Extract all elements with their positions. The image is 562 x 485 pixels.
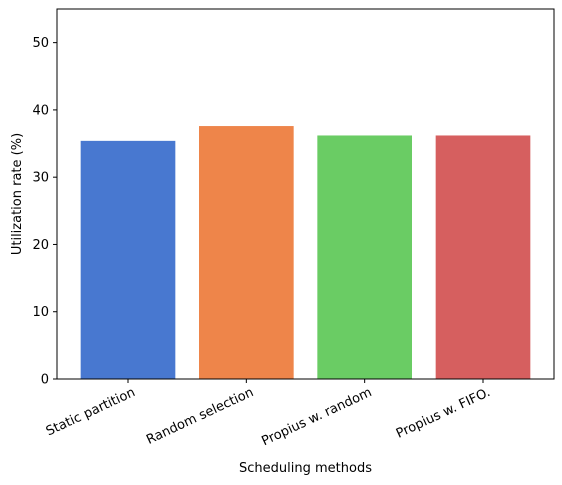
- x-tick-label: Random selection: [144, 385, 256, 448]
- y-tick-label: 20: [32, 238, 49, 253]
- x-tick-label: Static partition: [44, 385, 138, 439]
- y-tick-label: 30: [32, 171, 49, 186]
- bar-propius-w-fifo: [435, 135, 531, 379]
- x-axis-title: Scheduling methods: [239, 461, 372, 476]
- bar-random-selection: [199, 126, 294, 380]
- bar-static-partition: [80, 140, 176, 379]
- plot-frame: [56, 8, 555, 380]
- y-tick-label: 50: [32, 36, 49, 51]
- y-tick-label: 40: [32, 103, 49, 118]
- y-tick-label: 0: [41, 373, 49, 388]
- y-tick-label: 10: [32, 305, 49, 320]
- bars-group: [80, 126, 531, 380]
- x-tick-label: Propius w. FIFO.: [394, 385, 493, 442]
- x-tick-label: Propius w. random: [259, 385, 374, 449]
- y-axis-title: Utilization rate (%): [10, 133, 25, 255]
- x-axis-ticks: Static partition Random selection Propius …: [44, 379, 493, 449]
- bar-propius-w-random: [317, 135, 412, 379]
- y-axis-ticks: 0 10 20 30 40 50: [32, 36, 57, 388]
